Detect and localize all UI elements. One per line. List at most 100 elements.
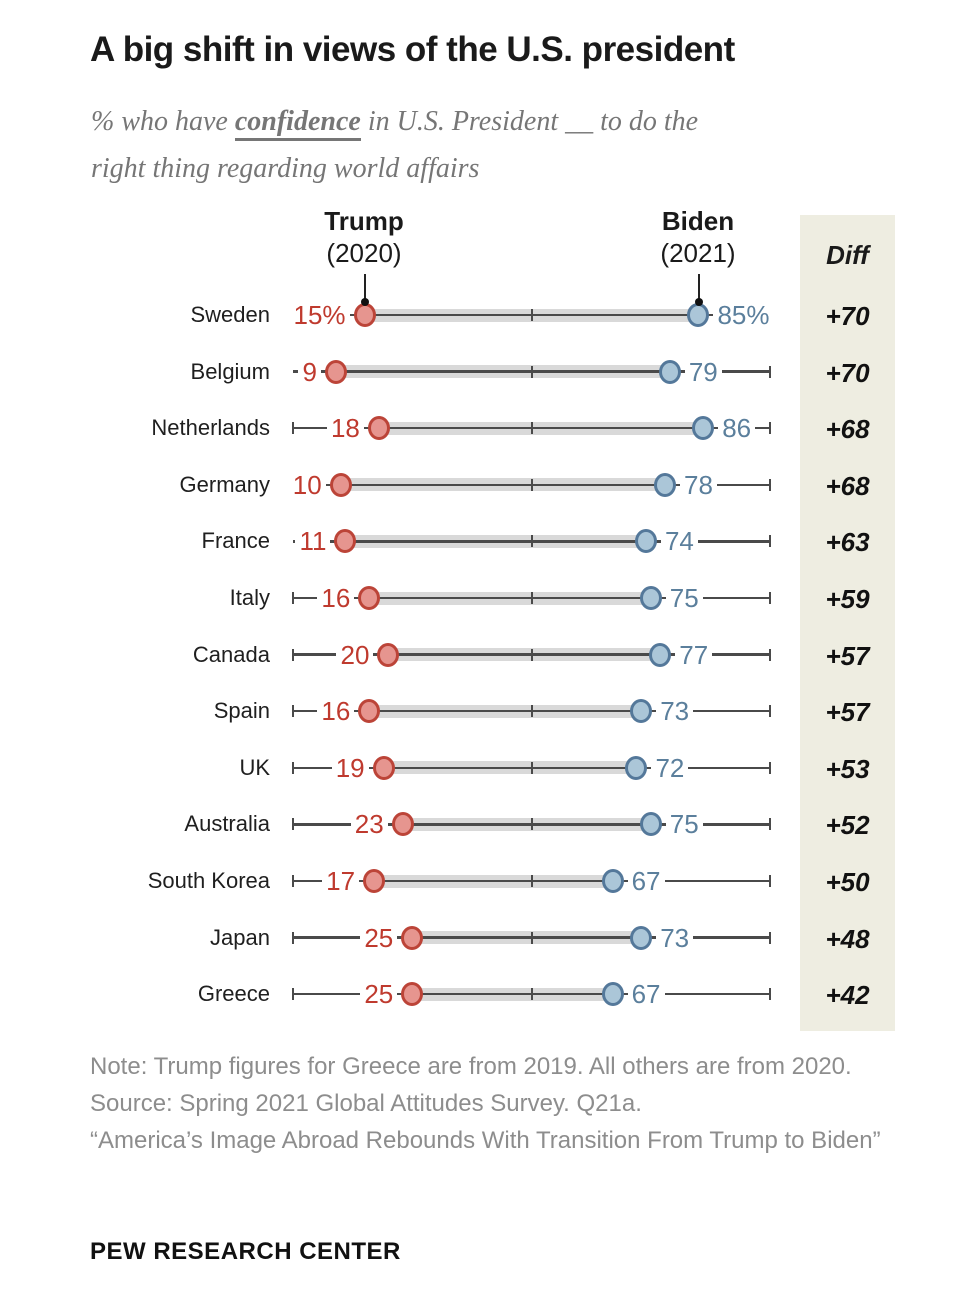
biden-dot: [601, 869, 624, 893]
biden-dot: [601, 982, 624, 1007]
trump-dot: [358, 699, 381, 724]
axis-center-tick: [530, 535, 533, 548]
axis-left-cap: [292, 592, 294, 604]
trump-dot: [363, 869, 386, 893]
diff-column-background: [800, 215, 895, 1031]
biden-dot: [625, 755, 648, 780]
trump-dot: [377, 642, 400, 667]
axis-center-tick: [530, 705, 533, 718]
axis-left-cap: [292, 422, 294, 435]
trump-pointer-dot: [360, 298, 369, 306]
biden-value-label: 79: [684, 357, 722, 386]
diff-value: +57: [825, 640, 870, 671]
biden-dot: [634, 529, 657, 554]
subtitle-prefix: % who have: [91, 106, 235, 137]
diff-value: +53: [825, 753, 870, 784]
biden-dot: [692, 416, 715, 441]
trump-value-label: 16: [317, 697, 355, 726]
biden-dot: [630, 699, 653, 724]
trump-column-year: (2020): [326, 238, 402, 268]
diff-value: +68: [825, 470, 870, 501]
country-label: South Korea: [147, 868, 270, 893]
axis-center-tick: [530, 818, 533, 831]
axis-center-tick: [530, 988, 533, 1001]
country-label: Sweden: [190, 302, 270, 327]
biden-value-label: 72: [651, 753, 689, 782]
axis-center-tick: [530, 875, 533, 887]
axis-right-cap: [769, 365, 771, 378]
trump-pointer-line: [363, 274, 366, 302]
biden-dot: [649, 642, 672, 667]
biden-column-year: (2021): [660, 238, 736, 268]
axis-left-cap: [292, 988, 294, 1001]
trump-dot: [353, 303, 376, 327]
country-label: Australia: [184, 811, 270, 837]
biden-pointer-dot: [694, 298, 703, 306]
country-label: Belgium: [190, 358, 270, 384]
trump-value-label: 10: [288, 470, 326, 499]
axis-right-cap: [769, 535, 771, 548]
biden-value-label: 86: [718, 414, 756, 443]
country-label: Greece: [197, 981, 270, 1007]
biden-dot: [687, 303, 710, 327]
country-label: Spain: [213, 698, 270, 724]
axis-left-cap: [292, 875, 294, 887]
footer-notes: Note: Trump figures for Greece are from …: [90, 1048, 902, 1159]
subtitle-suffix: in U.S. President __ to do the: [360, 106, 699, 137]
page-title: A big shift in views of the U.S. preside…: [90, 30, 735, 69]
country-label: UK: [239, 754, 270, 780]
diff-value: +52: [825, 810, 870, 841]
diff-value: +68: [825, 414, 870, 445]
axis-center-tick: [530, 592, 533, 604]
axis-left-cap: [292, 648, 294, 661]
biden-dot: [639, 586, 662, 610]
biden-dot: [639, 812, 662, 837]
biden-value-label: 74: [660, 527, 698, 556]
axis-right-cap: [769, 988, 771, 1001]
axis-left-cap: [292, 818, 294, 831]
trump-value-label: 9: [298, 357, 321, 386]
axis-center-tick: [530, 761, 533, 774]
axis-left-cap: [292, 931, 294, 944]
axis-center-tick: [530, 648, 533, 661]
biden-dot: [630, 925, 653, 950]
axis-right-cap: [769, 478, 771, 491]
trump-dot: [324, 359, 347, 384]
trump-column-header: Trump: [324, 206, 404, 236]
country-label: Germany: [179, 471, 270, 497]
axis-center-tick: [530, 931, 533, 944]
diff-value: +50: [825, 867, 870, 897]
biden-value-label: 85%: [713, 301, 774, 329]
axis-right-cap: [769, 705, 771, 718]
biden-value-label: 73: [656, 697, 694, 726]
axis-right-cap: [769, 648, 771, 661]
axis-right-cap: [769, 931, 771, 944]
diff-value: +42: [825, 980, 870, 1011]
biden-value-label: 73: [656, 923, 694, 952]
diff-value: +70: [825, 357, 870, 388]
axis-right-cap: [769, 818, 771, 831]
trump-value-label: 11: [295, 527, 331, 556]
country-label: Netherlands: [151, 415, 270, 441]
trump-value-label: 16: [317, 584, 355, 612]
footer-report-title: “America’s Image Abroad Rebounds With Tr…: [90, 1127, 881, 1154]
axis-right-cap: [769, 592, 771, 604]
axis-center-tick: [530, 365, 533, 378]
trump-value-label: 20: [336, 640, 374, 669]
trump-value-label: 17: [322, 867, 360, 895]
trump-dot: [334, 529, 357, 554]
trump-dot: [401, 982, 424, 1007]
trump-value-label: 19: [331, 753, 369, 782]
trump-value-label: 18: [326, 414, 364, 443]
footer-source: Source: Spring 2021 Global Attitudes Sur…: [90, 1090, 642, 1117]
trump-value-label: 15%: [289, 301, 350, 329]
biden-pointer-line: [697, 274, 700, 302]
trump-dot: [391, 812, 414, 837]
diff-value: +70: [825, 301, 870, 331]
trump-dot: [372, 755, 395, 780]
trump-value-label: 25: [360, 980, 398, 1009]
axis-right-cap: [769, 422, 771, 435]
country-label: Italy: [229, 585, 270, 610]
biden-value-label: 77: [675, 640, 713, 669]
